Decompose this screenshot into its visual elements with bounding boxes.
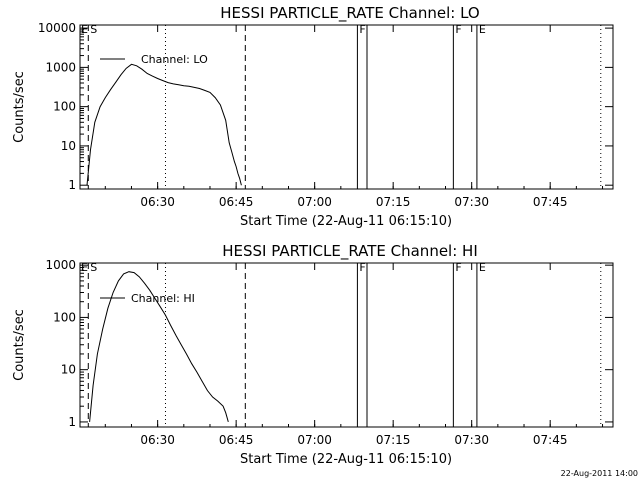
panel-lo-marker-label: F xyxy=(455,23,461,36)
panel-hi-markers: S F F EE xyxy=(81,261,602,427)
panel-hi-ytick-label: 1 xyxy=(68,415,76,429)
panel-lo-legend: Channel: LO xyxy=(100,53,208,66)
panel-lo-ytick-label: 1 xyxy=(68,178,76,192)
panel-hi-frame xyxy=(79,262,614,428)
panel-lo-marker-label: E xyxy=(479,23,486,36)
panel-hi-ticks: 06:30 06:45 07:00 07:15 07:30 07:45 1 10 100 1000 xyxy=(45,258,613,447)
panel-hi-marker-label: S xyxy=(90,261,97,274)
panel-hi-ytick-label: 100 xyxy=(53,310,76,324)
panel-hi-edge-marker: E xyxy=(81,261,88,274)
panel-hi-xlabel: Start Time (22-Aug-11 06:15:10) xyxy=(240,452,452,467)
panel-lo-ticks: 06:30 06:45 07:00 07:15 07:30 07:45 1 10 100 1000… xyxy=(38,21,613,209)
panel-lo-xtick-label: 06:45 xyxy=(219,195,254,209)
panel-hi-xtick-label: 07:30 xyxy=(454,433,489,447)
panel-lo-frame xyxy=(79,24,614,190)
panel-lo-edge-marker: E xyxy=(81,23,88,36)
panel-hi-xtick-label: 07:00 xyxy=(297,433,332,447)
panel-hi-legend: Channel: HI xyxy=(100,292,195,305)
panel-hi: HESSI PARTICLE_RATE Channel: HI Start Ti… xyxy=(12,242,614,467)
panel-lo-marker-label: S xyxy=(90,23,97,36)
panel-hi-xtick-label: 06:45 xyxy=(219,433,254,447)
panel-lo-ytick-label: 10 xyxy=(61,139,76,153)
panel-lo-xtick-label: 07:00 xyxy=(297,195,332,209)
panel-hi-marker-label: E xyxy=(479,261,486,274)
panel-lo-marker-label: F xyxy=(359,23,365,36)
panel-lo-xlabel: Start Time (22-Aug-11 06:15:10) xyxy=(240,214,452,229)
panel-lo-series-line xyxy=(86,63,242,186)
panel-hi-title: HESSI PARTICLE_RATE Channel: HI xyxy=(222,242,478,261)
panel-hi-ylabel: Counts/sec xyxy=(12,309,27,381)
panel-lo-ytick-label: 1000 xyxy=(45,60,76,74)
panel-lo-title: HESSI PARTICLE_RATE Channel: LO xyxy=(220,4,479,23)
panel-hi-marker-label: F xyxy=(359,261,365,274)
panel-lo-ytick-label: 100 xyxy=(53,100,76,114)
panel-lo-markers: S F F EE xyxy=(81,23,602,189)
panel-hi-xtick-label: 07:15 xyxy=(376,433,411,447)
panel-lo-ytick-label: 10000 xyxy=(38,21,76,35)
panel-hi-legend-label: Channel: HI xyxy=(131,292,195,305)
panel-hi-xtick-label: 06:30 xyxy=(140,433,175,447)
panel-lo-xtick-label: 06:30 xyxy=(140,195,175,209)
panel-hi-ytick-label: 10 xyxy=(61,363,76,377)
panel-hi-marker-label: F xyxy=(455,261,461,274)
panel-hi-xtick-label: 07:45 xyxy=(533,433,568,447)
panel-lo-xtick-label: 07:45 xyxy=(533,195,568,209)
panel-lo-xtick-label: 07:30 xyxy=(454,195,489,209)
panel-lo-legend-label: Channel: LO xyxy=(141,53,208,66)
panel-lo: HESSI PARTICLE_RATE Channel: LO Start Ti… xyxy=(12,4,614,229)
footer-timestamp: 22-Aug-2011 14:00 xyxy=(561,469,638,478)
panel-lo-ylabel: Counts/sec xyxy=(12,71,27,143)
panel-lo-xtick-label: 07:15 xyxy=(376,195,411,209)
panel-hi-ytick-label: 1000 xyxy=(45,258,76,272)
